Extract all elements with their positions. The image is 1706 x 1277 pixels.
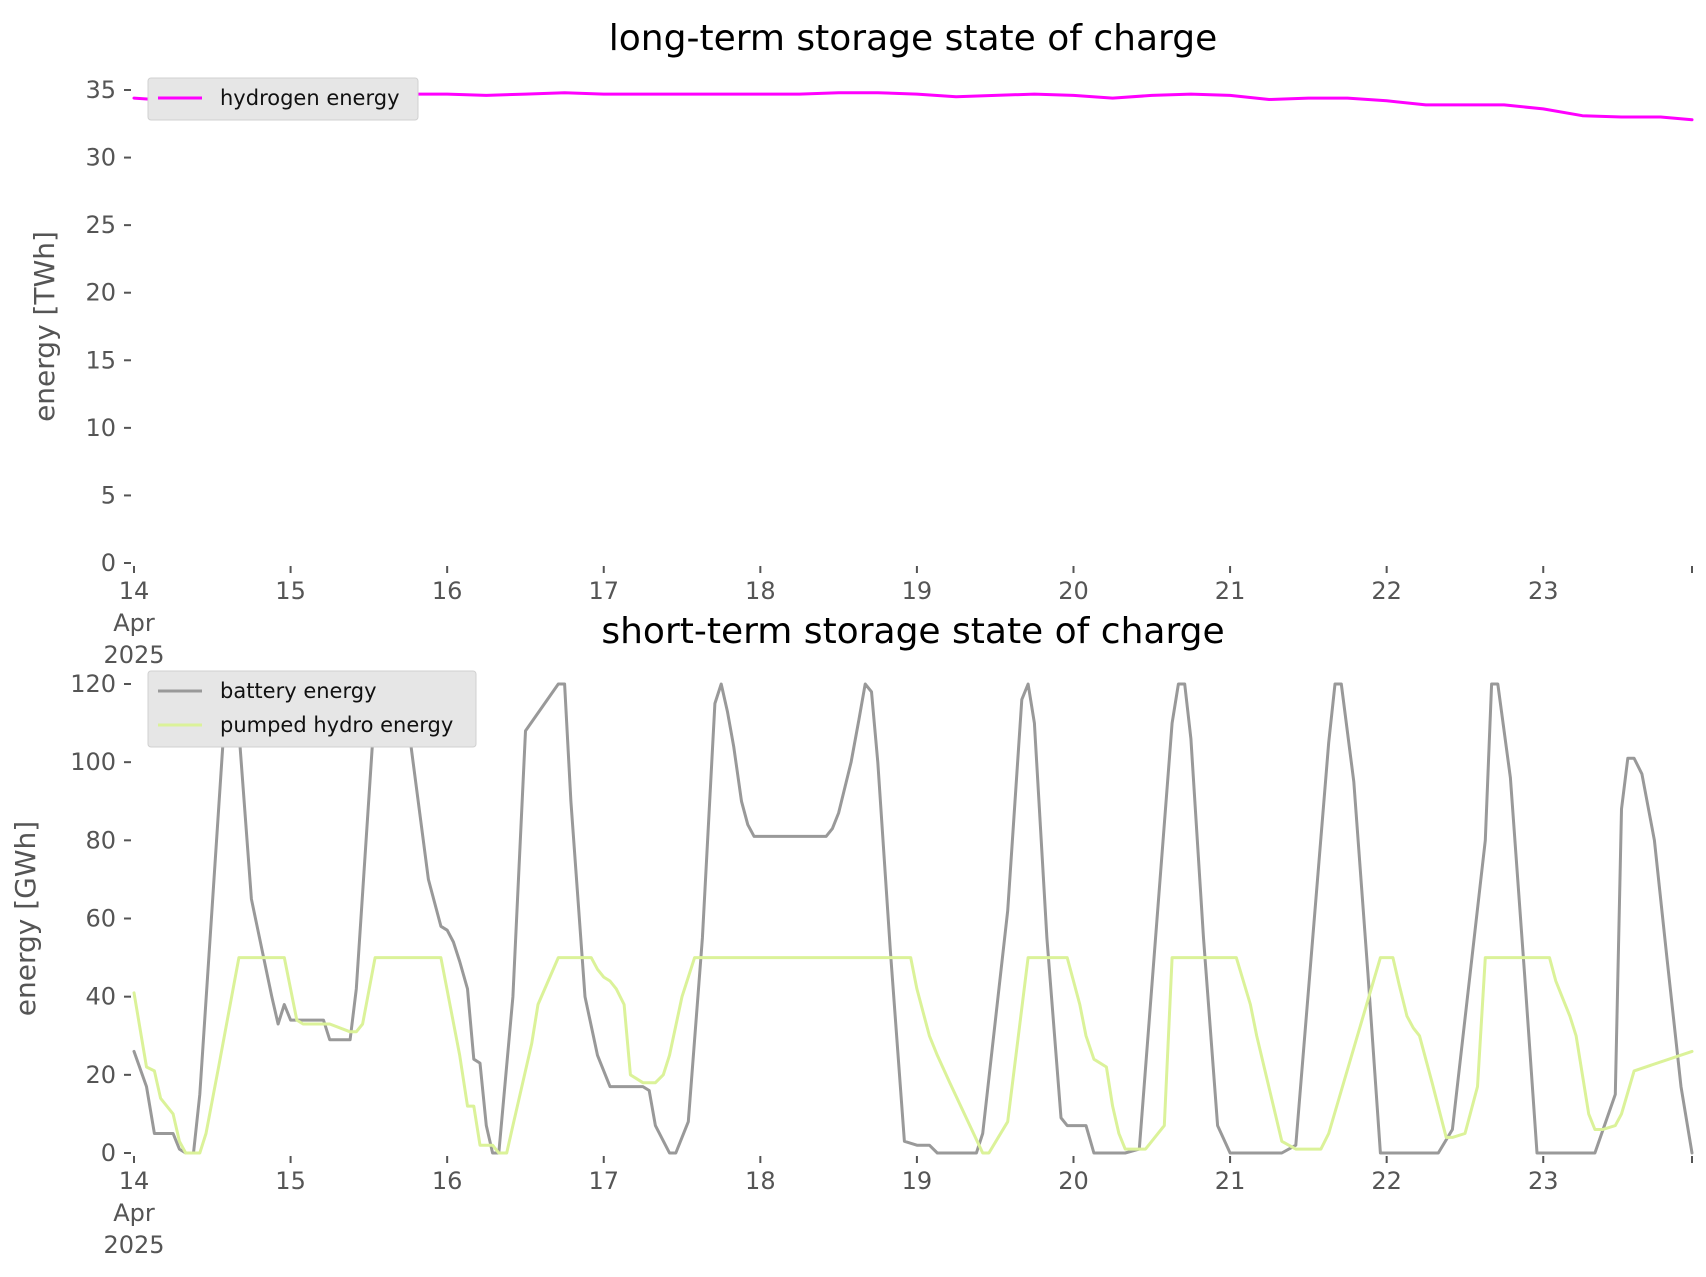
- legend: hydrogen energy: [147, 77, 419, 121]
- y-tick-label: 30: [85, 144, 116, 172]
- x-tick-label: 16: [432, 577, 463, 605]
- x-tick-label: 20: [1058, 1167, 1089, 1195]
- y-tick-label: 120: [70, 670, 116, 698]
- x-tick-label: 19: [902, 1167, 933, 1195]
- y-tick-label: 80: [85, 826, 116, 854]
- x-tick-label: 17: [588, 577, 619, 605]
- x-tick-label: 14: [119, 577, 150, 605]
- y-tick-label: 20: [85, 1061, 116, 1089]
- x-tick-label: 23: [1528, 577, 1559, 605]
- y-axis-label: energy [GWh]: [9, 821, 42, 1016]
- legend-box: [147, 77, 419, 121]
- y-tick-label: 5: [101, 481, 116, 509]
- y-tick-label: 60: [85, 905, 116, 933]
- y-axis-label: energy [TWh]: [28, 231, 61, 422]
- y-tick-label: 10: [85, 414, 116, 442]
- x-tick-label: Apr: [113, 609, 155, 637]
- y-tick-label: 15: [85, 346, 116, 374]
- y-tick-label: 100: [70, 748, 116, 776]
- y-tick-label: 35: [85, 76, 116, 104]
- x-tick-label: 18: [745, 1167, 776, 1195]
- x-tick-label: 14: [119, 1167, 150, 1195]
- x-tick-label: 15: [275, 1167, 306, 1195]
- y-tick-label: 0: [101, 549, 116, 577]
- y-tick-label: 20: [85, 279, 116, 307]
- legend-entry: battery energy: [220, 679, 377, 703]
- y-tick-label: 0: [101, 1139, 116, 1167]
- x-tick-label: 19: [902, 577, 933, 605]
- x-tick-label: 2025: [103, 641, 164, 669]
- series-line-pumped-hydro-energy: [132, 956, 1694, 1155]
- x-tick-label: 16: [432, 1167, 463, 1195]
- y-tick-label: 25: [85, 211, 116, 239]
- x-tick-label: 22: [1371, 1167, 1402, 1195]
- x-tick-label: 17: [588, 1167, 619, 1195]
- legend-entry: pumped hydro energy: [220, 713, 453, 737]
- chart-title: long-term storage state of charge: [609, 18, 1217, 59]
- x-tick-label: 18: [745, 577, 776, 605]
- series-line-battery-energy: [132, 682, 1694, 1155]
- x-tick-label: 22: [1371, 577, 1402, 605]
- x-tick-label: 23: [1528, 1167, 1559, 1195]
- legend-entry: hydrogen energy: [220, 86, 400, 110]
- short-term-storage-chart: short-term storage state of charge energy…: [9, 611, 1694, 1259]
- x-tick-label: 21: [1215, 577, 1246, 605]
- x-tick-label: 2025: [103, 1231, 164, 1259]
- x-tick-label: 20: [1058, 577, 1089, 605]
- legend-box: [147, 670, 477, 748]
- y-tick-label: 40: [85, 983, 116, 1011]
- long-term-storage-chart: long-term storage state of charge energy …: [28, 18, 1694, 669]
- x-tick-label: Apr: [113, 1199, 155, 1227]
- chart-title: short-term storage state of charge: [601, 611, 1224, 652]
- x-tick-label: 15: [275, 577, 306, 605]
- x-tick-label: 21: [1215, 1167, 1246, 1195]
- legend: battery energy pumped hydro energy: [147, 670, 477, 748]
